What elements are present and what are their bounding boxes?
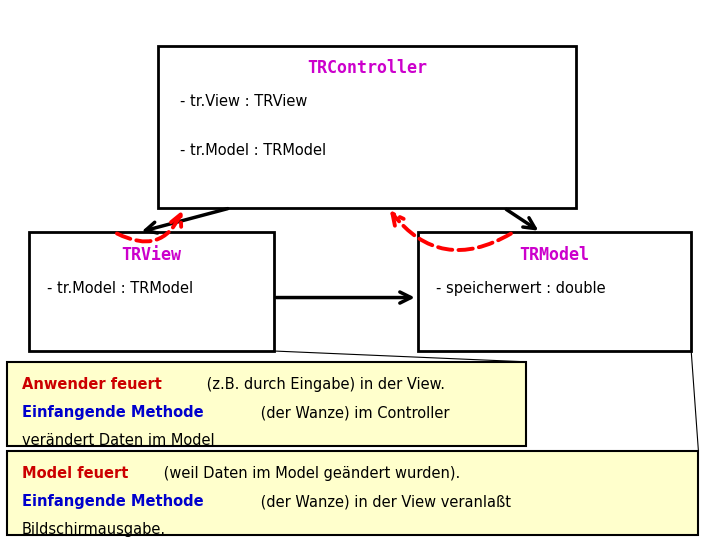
Text: verändert Daten im Model: verändert Daten im Model [22,433,215,448]
FancyBboxPatch shape [418,232,691,351]
Text: TRModel: TRModel [519,246,590,264]
Text: - tr.Model : TRModel: - tr.Model : TRModel [180,143,326,158]
FancyBboxPatch shape [7,362,526,446]
Text: Anwender feuert: Anwender feuert [22,377,161,392]
Text: Bildschirmausgabe.: Bildschirmausgabe. [22,522,166,537]
Text: (der Wanze) im Controller: (der Wanze) im Controller [256,405,449,420]
Text: TRView: TRView [121,246,181,264]
FancyBboxPatch shape [7,451,698,535]
Text: - tr.Model : TRModel: - tr.Model : TRModel [47,281,193,296]
Text: - tr.View : TRView: - tr.View : TRView [180,94,307,110]
FancyBboxPatch shape [158,46,576,208]
Text: (weil Daten im Model geändert wurden).: (weil Daten im Model geändert wurden). [159,466,460,481]
Text: Einfangende Methode: Einfangende Methode [22,494,203,509]
Text: Einfangende Methode: Einfangende Methode [22,405,203,420]
Text: - speicherwert : double: - speicherwert : double [436,281,606,296]
Text: TRController: TRController [307,59,427,77]
Text: Model feuert: Model feuert [22,466,128,481]
Text: (z.B. durch Eingabe) in der View.: (z.B. durch Eingabe) in der View. [202,377,445,392]
Text: (der Wanze) in der View veranlaßt: (der Wanze) in der View veranlaßt [256,494,511,509]
FancyBboxPatch shape [29,232,274,351]
